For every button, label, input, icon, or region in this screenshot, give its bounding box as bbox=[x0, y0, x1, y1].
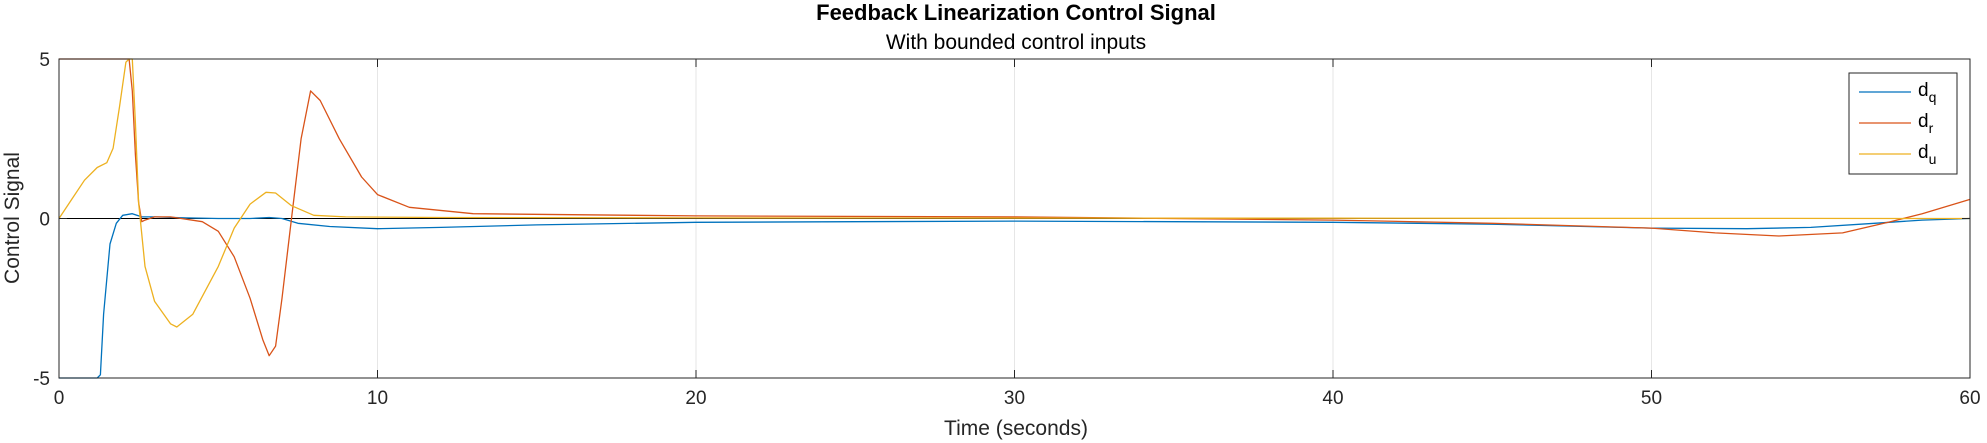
chart-subtitle: With bounded control inputs bbox=[886, 31, 1146, 54]
y-axis-label: Control Signal bbox=[1, 152, 24, 284]
tick-marks bbox=[58, 58, 1971, 379]
legend-label-dq: dq bbox=[1918, 80, 1936, 105]
legend-label-du: du bbox=[1918, 142, 1936, 167]
x-tick-label: 40 bbox=[1322, 388, 1343, 409]
series-line-du bbox=[58, 58, 1971, 328]
x-tick-label: 30 bbox=[1004, 388, 1025, 409]
series-line-dr bbox=[59, 58, 1971, 357]
x-axis-label: Time (seconds) bbox=[944, 417, 1088, 440]
tick-labels: 0 10 20 30 40 50 60-505 bbox=[33, 50, 1980, 409]
legend-label-dr: dr bbox=[1918, 111, 1934, 136]
y-tick-label: 5 bbox=[39, 50, 50, 71]
series-lines bbox=[58, 58, 1971, 379]
legend: dq dr du bbox=[1848, 72, 1958, 175]
x-tick-label: 60 bbox=[1959, 388, 1980, 409]
x-tick-label: 10 bbox=[367, 388, 388, 409]
chart-title: Feedback Linearization Control Signal bbox=[816, 0, 1216, 25]
x-tick-label: 20 bbox=[685, 388, 706, 409]
y-tick-label: 0 bbox=[39, 210, 50, 231]
x-tick-label: 0 bbox=[54, 388, 65, 409]
x-tick-label: 50 bbox=[1641, 388, 1662, 409]
y-tick-label: -5 bbox=[33, 369, 50, 390]
